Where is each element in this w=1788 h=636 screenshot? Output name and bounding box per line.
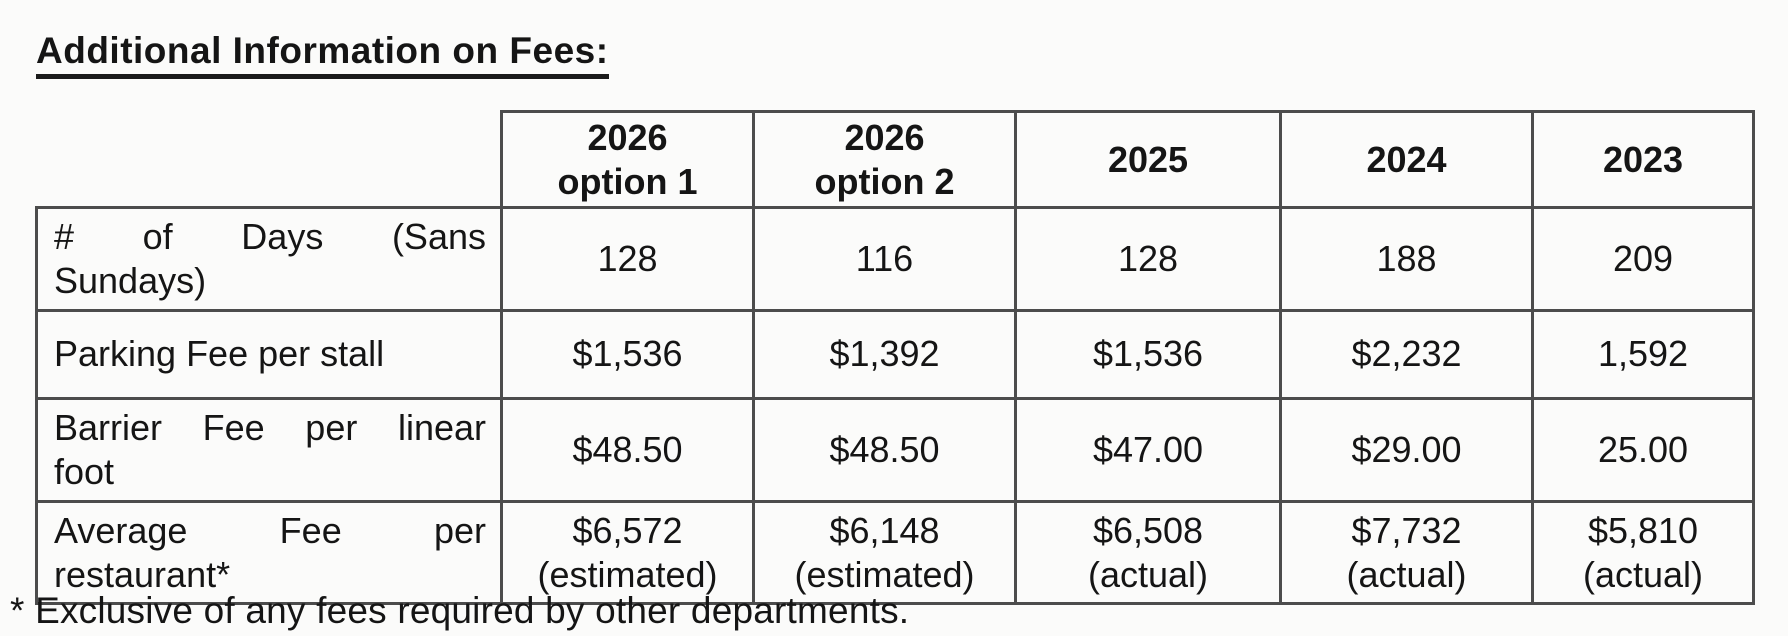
- cell-value: 209: [1531, 206, 1755, 312]
- cell-amount: $5,810: [1587, 509, 1699, 551]
- cell-value: $48.50: [752, 396, 1017, 503]
- cell-value: $7,732 (actual): [1279, 499, 1534, 606]
- corner-cell: [37, 112, 502, 208]
- cell-amount: $6,572: [572, 509, 683, 551]
- cell-value: 25.00: [1531, 396, 1755, 503]
- page-title-text: Additional Information on Fees:: [36, 30, 609, 79]
- column-header-2026-option-1: 2026 option 1: [500, 110, 755, 209]
- row-label: Barrier Fee per linear foot: [35, 396, 503, 503]
- cell-value: 1,592: [1531, 308, 1755, 400]
- column-header-2023: 2023: [1531, 110, 1755, 209]
- header-row: 2026 option 1 2026 option 2 2025 2024 20…: [37, 110, 1755, 209]
- row-label-line: Average Fee per: [54, 509, 486, 551]
- header-line: 2025: [1107, 138, 1189, 180]
- table-row-average-fee: Average Fee per restaurant* $6,572 (esti…: [35, 499, 1755, 606]
- cell-value: $1,392: [752, 308, 1017, 400]
- row-label-line: Parking Fee per stall: [54, 333, 385, 375]
- column-header-2026-option-2: 2026 option 2: [752, 110, 1017, 209]
- cell-note: (estimated): [794, 553, 975, 595]
- cell-note: (actual): [1346, 553, 1467, 595]
- header-line: 2024: [1366, 138, 1447, 180]
- cell-note: (actual): [1087, 553, 1209, 595]
- cell-value: 188: [1279, 206, 1534, 312]
- row-label-line: foot: [54, 450, 115, 492]
- cell-value: $1,536: [1014, 308, 1282, 400]
- cell-value: $6,572 (estimated): [500, 499, 755, 606]
- row-label: Average Fee per restaurant*: [35, 499, 503, 606]
- table-row-barrier-fee: Barrier Fee per linear foot $48.50 $48.5…: [35, 396, 1755, 503]
- cell-value: 128: [1014, 206, 1282, 312]
- cell-value: $29.00: [1279, 396, 1534, 503]
- footnote: * Exclusive of any fees required by othe…: [10, 590, 910, 631]
- row-label: Parking Fee per stall: [35, 308, 503, 400]
- cell-amount: $6,148: [829, 509, 940, 551]
- cell-note: (actual): [1582, 553, 1704, 595]
- row-label-line: # of Days (Sans: [54, 216, 486, 257]
- page-title: Additional Information on Fees:: [36, 30, 609, 79]
- column-header-2025: 2025: [1014, 110, 1282, 209]
- cell-value: 128: [500, 206, 755, 312]
- cell-value: $6,508 (actual): [1014, 499, 1282, 606]
- cell-value: $47.00: [1014, 396, 1282, 503]
- cell-amount: $7,732: [1351, 509, 1462, 551]
- row-label-line: restaurant*: [54, 553, 231, 595]
- header-line: 2026: [844, 116, 925, 158]
- row-label-line: Barrier Fee per linear: [54, 406, 486, 448]
- cell-note: (estimated): [537, 553, 718, 595]
- table-row-days: # of Days (Sans Sundays) 128 116 128 188…: [35, 206, 1755, 312]
- header-line: 2023: [1602, 138, 1684, 180]
- cell-value: $1,536: [500, 308, 755, 400]
- header-line: option 1: [557, 160, 698, 202]
- cell-value: $48.50: [500, 396, 755, 503]
- table-row-parking-fee: Parking Fee per stall $1,536 $1,392 $1,5…: [35, 308, 1755, 400]
- header-line: option 2: [814, 160, 955, 202]
- cell-value: $5,810 (actual): [1531, 499, 1755, 606]
- row-label-line: Sundays): [54, 259, 207, 301]
- cell-value: $6,148 (estimated): [752, 499, 1017, 606]
- row-label: # of Days (Sans Sundays): [35, 206, 503, 312]
- header-line: 2026: [587, 116, 668, 158]
- cell-value: $2,232: [1279, 308, 1534, 400]
- column-header-2024: 2024: [1279, 110, 1534, 209]
- cell-amount: $6,508: [1092, 509, 1204, 551]
- cell-value: 116: [752, 206, 1017, 312]
- fees-table: 2026 option 1 2026 option 2 2025 2024 20…: [35, 110, 1755, 606]
